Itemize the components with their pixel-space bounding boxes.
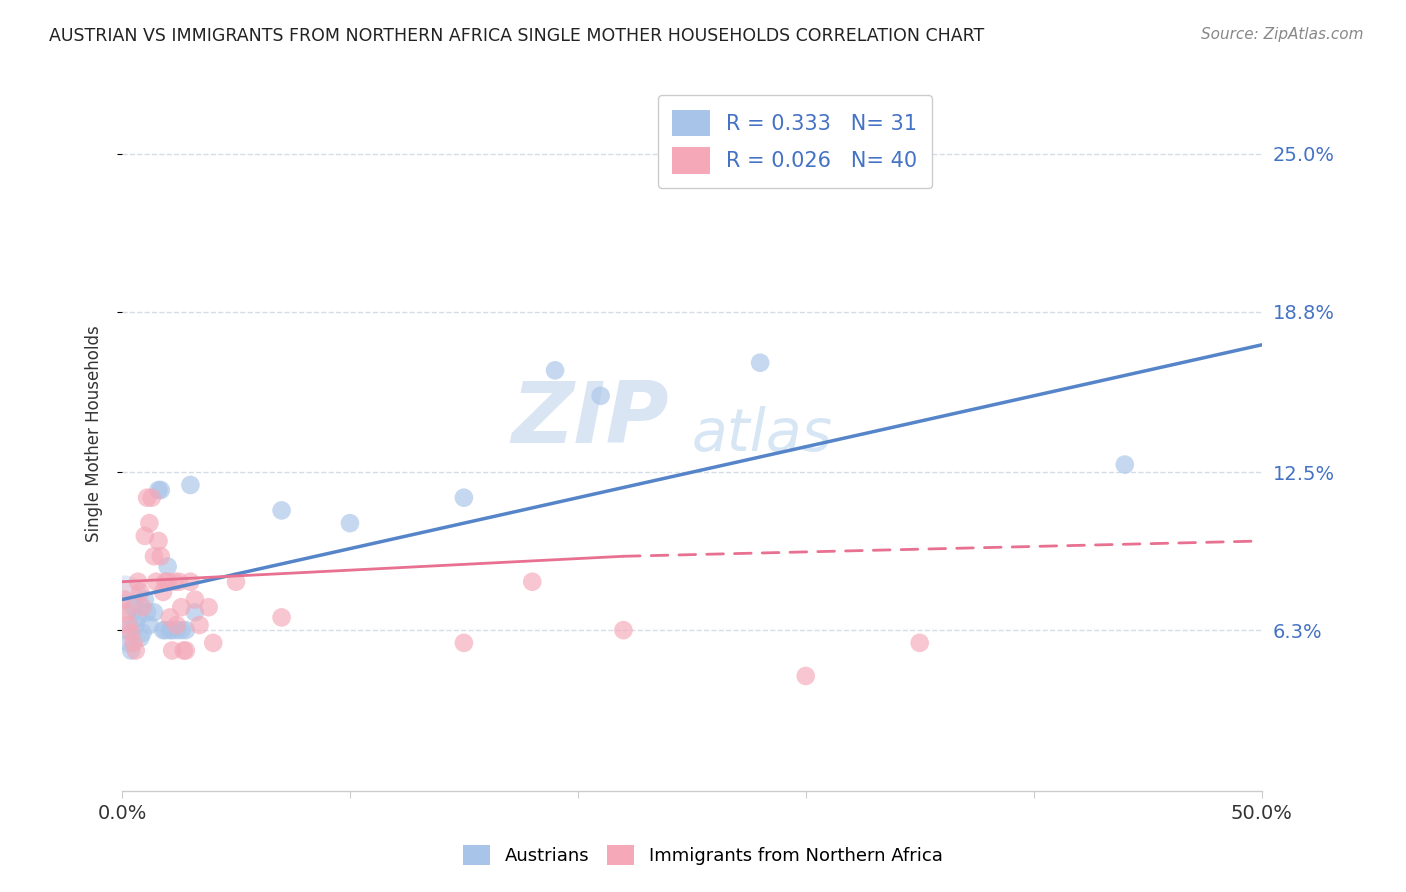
Point [160, 623, 183, 637]
Point [179, 478, 201, 492]
Point [136, 491, 159, 505]
Point [174, 623, 197, 637]
Point [112, 623, 135, 637]
Point [142, 549, 165, 564]
Point [174, 643, 197, 657]
Text: ZIP: ZIP [512, 378, 669, 461]
Point [156, 559, 179, 574]
Point [138, 618, 160, 632]
Point [184, 592, 207, 607]
Point [159, 623, 181, 637]
Point [152, 585, 174, 599]
Point [1114, 458, 1136, 472]
Point [522, 574, 544, 589]
Legend: R = 0.333   N= 31, R = 0.026   N= 40: R = 0.333 N= 31, R = 0.026 N= 40 [658, 95, 932, 188]
Point [170, 600, 193, 615]
Point [155, 574, 177, 589]
Point [156, 574, 179, 589]
Point [339, 516, 361, 531]
Point [166, 618, 188, 632]
Point [131, 625, 153, 640]
Point [179, 574, 201, 589]
Point [159, 610, 181, 624]
Point [188, 618, 211, 632]
Point [453, 491, 475, 505]
Y-axis label: Single Mother Households: Single Mother Households [86, 326, 103, 542]
Point [749, 356, 772, 370]
Text: atlas: atlas [692, 406, 832, 463]
Point [120, 625, 142, 640]
Point [112, 592, 135, 607]
Text: Source: ZipAtlas.com: Source: ZipAtlas.com [1201, 27, 1364, 42]
Point [112, 592, 135, 607]
Point [131, 600, 153, 615]
Point [794, 669, 817, 683]
Point [118, 636, 141, 650]
Point [118, 618, 141, 632]
Point [160, 643, 183, 657]
Point [138, 516, 160, 531]
Point [127, 574, 149, 589]
Point [134, 529, 156, 543]
Point [202, 636, 225, 650]
Point [122, 600, 145, 615]
Point [129, 631, 152, 645]
Point [148, 533, 170, 548]
Point [270, 610, 292, 624]
Point [120, 643, 142, 657]
Text: AUSTRIAN VS IMMIGRANTS FROM NORTHERN AFRICA SINGLE MOTHER HOUSEHOLDS CORRELATION: AUSTRIAN VS IMMIGRANTS FROM NORTHERN AFR… [49, 27, 984, 45]
Point [145, 574, 167, 589]
Point [142, 605, 165, 619]
Point [125, 643, 148, 657]
Point [122, 636, 145, 650]
Point [136, 605, 159, 619]
Point [170, 623, 193, 637]
Point [173, 643, 195, 657]
Point [149, 483, 172, 497]
Point [544, 363, 567, 377]
Point [129, 585, 152, 599]
Point [612, 623, 634, 637]
Point [589, 389, 612, 403]
Point [141, 491, 163, 505]
Point [112, 592, 135, 607]
Point [127, 610, 149, 624]
Point [167, 574, 190, 589]
Point [155, 623, 177, 637]
Point [197, 600, 219, 615]
Point [134, 592, 156, 607]
Point [908, 636, 931, 650]
Point [166, 623, 188, 637]
Point [225, 574, 247, 589]
Point [163, 574, 186, 589]
Point [453, 636, 475, 650]
Point [149, 549, 172, 564]
Point [270, 503, 292, 517]
Point [184, 605, 207, 619]
Point [125, 618, 148, 632]
Point [152, 623, 174, 637]
Legend: Austrians, Immigrants from Northern Africa: Austrians, Immigrants from Northern Afri… [454, 836, 952, 874]
Point [148, 483, 170, 497]
Point [115, 605, 138, 619]
